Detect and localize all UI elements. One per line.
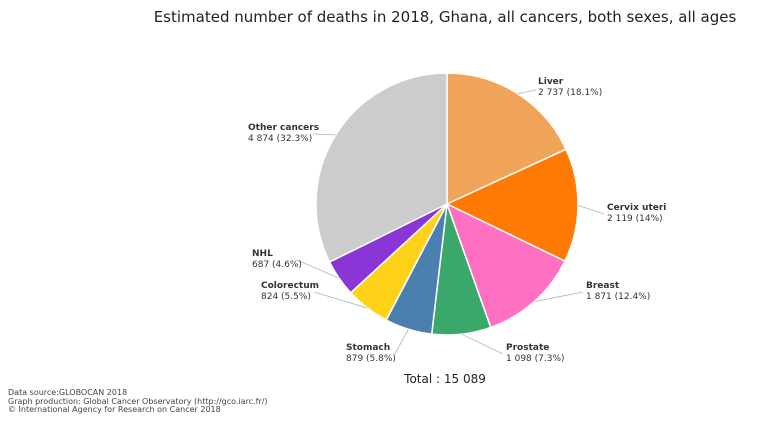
leader-line xyxy=(296,259,340,279)
slice-label-value: 687 (4.6%) xyxy=(252,260,302,270)
leader-line xyxy=(577,204,605,215)
total-label: Total : 15 089 xyxy=(404,372,486,386)
slice-label-name: Prostate xyxy=(506,343,549,353)
data-source: Data source:GLOBOCAN 2018 Graph producti… xyxy=(8,388,268,415)
leader-line xyxy=(534,291,584,303)
slice-label-value: 1 098 (7.3%) xyxy=(506,354,565,364)
slice-label-name: Stomach xyxy=(346,343,390,353)
slice-label-value: 2 119 (14%) xyxy=(607,214,663,224)
slice-label-name: Liver xyxy=(538,77,564,87)
slice-label-value: 2 737 (18.1%) xyxy=(538,88,602,98)
leader-line xyxy=(517,89,537,95)
slice-label-name: Cervix uteri xyxy=(607,203,666,213)
source-line-2: Graph production: Global Cancer Observat… xyxy=(8,396,268,406)
slice-label-name: Other cancers xyxy=(248,123,319,133)
source-line-1: Data source:GLOBOCAN 2018 xyxy=(8,388,128,397)
slice-label-value: 824 (5.5%) xyxy=(261,292,311,302)
slice-label-name: Colorectum xyxy=(261,281,319,291)
slice-label-name: Breast xyxy=(586,281,620,291)
slice-label-name: NHL xyxy=(252,249,273,259)
chart-title: Estimated number of deaths in 2018, Ghan… xyxy=(153,8,737,26)
slice-label-value: 879 (5.8%) xyxy=(346,354,396,364)
source-line-3: © International Agency for Research on C… xyxy=(8,405,221,415)
leader-line xyxy=(394,328,409,355)
slice-label-value: 4 874 (32.3%) xyxy=(248,134,312,144)
slice-label-value: 1 871 (12.4%) xyxy=(586,292,650,302)
pie-slice-breast xyxy=(445,202,566,329)
pie-slice-cervix-uteri xyxy=(445,148,579,263)
leader-line xyxy=(461,333,504,355)
leader-line xyxy=(312,133,336,136)
leader-line xyxy=(313,291,368,309)
